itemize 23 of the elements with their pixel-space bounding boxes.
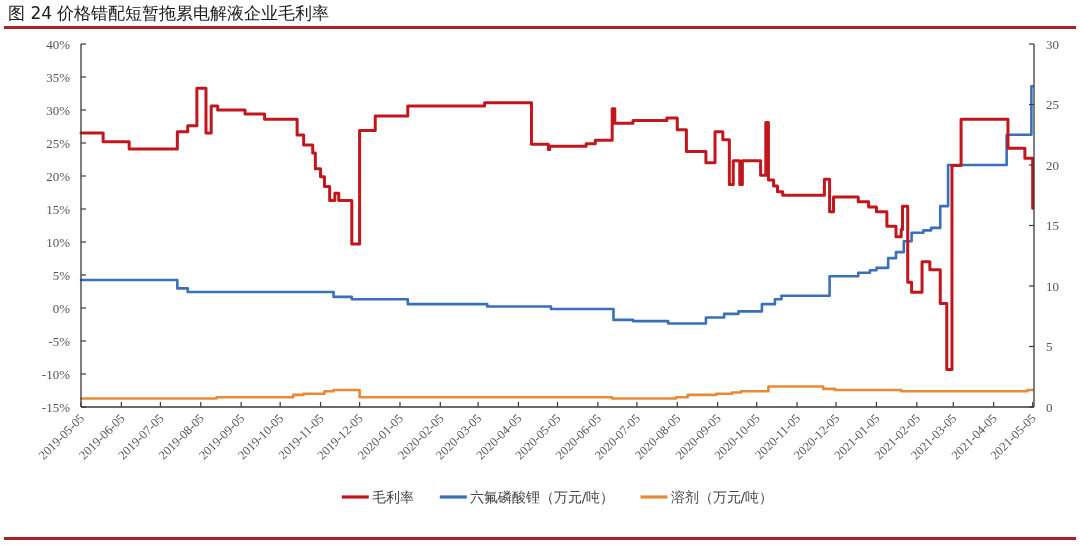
- y-tick-label: 35%: [46, 69, 71, 85]
- y-tick-label: 15%: [46, 201, 71, 217]
- y-tick-label: 30%: [46, 102, 71, 118]
- y-tick-label: -5%: [48, 333, 71, 349]
- y2-tick-label: 15: [1046, 218, 1059, 233]
- legend-label: 溶剂（万元/吨）: [670, 489, 774, 505]
- y2-tick-label: 10: [1046, 278, 1059, 294]
- legend-label: 六氟磷酸锂（万元/吨）: [469, 489, 615, 505]
- y-tick-label: 40%: [46, 36, 71, 52]
- y2-tick-label: 0: [1046, 399, 1053, 415]
- y2-tick-label: 20: [1046, 157, 1059, 173]
- y-tick-label: -10%: [41, 366, 71, 382]
- y-tick-label: 0%: [52, 300, 71, 316]
- y-tick-label: 25%: [46, 135, 71, 151]
- chart-title: 图 24 价格错配短暂拖累电解液企业毛利率: [8, 3, 330, 23]
- y2-tick-label: 30: [1046, 36, 1059, 52]
- legend-label: 毛利率: [371, 489, 414, 505]
- y-tick-label: -15%: [41, 399, 71, 415]
- y2-tick-label: 25: [1046, 97, 1059, 112]
- y-tick-label: 20%: [46, 168, 71, 184]
- y-tick-label: 5%: [52, 267, 71, 283]
- y2-tick-label: 5: [1046, 339, 1053, 354]
- y-tick-label: 10%: [46, 234, 71, 250]
